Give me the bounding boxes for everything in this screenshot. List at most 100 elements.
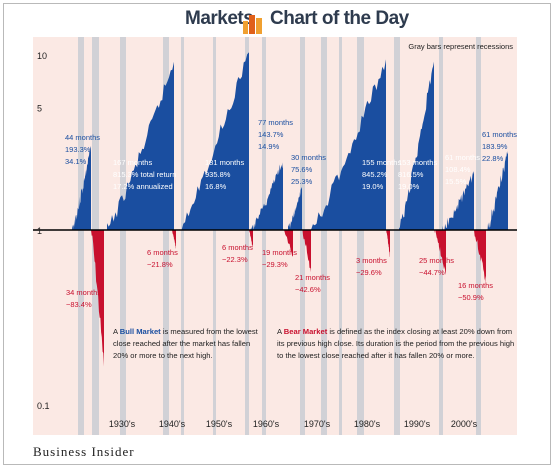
bear-market-label: 25 months [419,256,454,265]
definition-line: 20% or more to the next high. [113,351,213,360]
bar-chart-logo-icon [243,12,263,34]
bear-market-label: −21.8% [147,260,173,269]
bear-market-label: −42.6% [295,285,321,294]
definition-line: A Bull Market is measured from the lowes… [113,327,259,336]
bear-market-area [386,230,390,257]
y-tick-label: 1 [37,226,42,236]
bull-market-label: 816.5% [398,170,424,179]
recession-bar [78,37,84,435]
bear-market-label: −44.7% [419,268,445,277]
bull-market-label: 155 months [362,158,401,167]
recession-bar [163,37,169,435]
recession-bar [245,37,249,435]
x-decade-label: 1960's [253,419,280,429]
bull-market-label: 181 months [205,158,244,167]
bull-market-area [178,52,249,230]
y-tick-label: 0.1 [37,401,50,411]
bear-market-area [283,230,293,257]
x-decade-label: 1980's [354,419,381,429]
bull-market-area [72,146,91,230]
header-title-chart-of-day: Chart of the Day [270,8,409,29]
bull-market-label: 15.5% [445,177,467,186]
bull-market-label: 16.8% [205,182,227,191]
bull-market-label: 19.0% [362,182,384,191]
bull-market-label: 22.8% [482,154,504,163]
bear-market-label: −50.9% [458,293,484,302]
recession-bar [262,37,266,435]
recession-bar [120,37,126,435]
y-axis-ticks: 10 5 1 0.1 [37,51,50,411]
x-decade-label: 1990's [404,419,431,429]
recession-note: Gray bars represent recessions [408,42,513,51]
bull-market-label: 30 months [291,153,326,162]
bull-market-label: 61 months [445,153,480,162]
recession-bar [181,37,184,435]
bull-market-label: 183.9% [482,142,508,151]
bull-market-label: 193.3% [65,145,91,154]
bull-market-area [442,171,474,230]
bull-market-label: 44 months [65,133,100,142]
bear-market-label: 6 months [222,243,253,252]
recession-bar [357,37,364,435]
bull-market-area [288,187,302,230]
brand-footer: Business Insider [33,444,135,459]
bear-market-area [172,230,176,249]
bull-market-label: 167 months [113,158,152,167]
bull-market-area [311,59,386,230]
bull-market-area [250,162,283,230]
bull-market-area [487,150,508,230]
bull-market-label: 25.3% [291,177,313,186]
bear-market-area [91,230,104,367]
definition-line: to the lowest close reached after it has… [277,351,475,360]
x-decade-label: 2000's [451,419,478,429]
bear-market-label: 34 months [66,288,101,297]
y-tick-label: 5 [37,104,42,114]
bear-market-label: 19 months [262,248,297,257]
bull-market-label: 153 months [398,158,437,167]
bull-market-label: 14.9% [258,142,280,151]
bear-market-area [249,230,253,250]
bull-market-label: 75.6% [291,165,313,174]
bull-market-area [107,61,174,231]
bull-market-label: 845.2% [362,170,388,179]
bear-market-area [434,230,446,275]
chart-background [33,37,517,435]
bull-market-label: 815.3% total return [113,170,176,179]
bear-market-area [302,230,311,273]
bull-market-label: 77 months [258,118,293,127]
header-title-markets: Markets [185,8,254,29]
bear-market-label: −22.3% [222,255,248,264]
bull-market-label: 17.2% annualized [113,182,173,191]
bull-market-area [399,61,434,230]
recession-bar [339,37,342,435]
period-labels: 44 months 193.3% 34.1% 167 months 815.3% tot… [65,118,517,309]
chart-header: Markets Chart of the Day [0,6,556,36]
bull-market-label: 61 months [482,130,517,139]
x-axis-decades: 1930's 1940's 1950's 1960's 1970's 1980's 1990… [109,419,478,429]
bear-market-label: 3 months [356,256,387,265]
recession-bar [394,37,400,435]
y-tick-label: 10 [37,51,47,61]
x-decade-label: 1970's [304,419,331,429]
recession-bar [213,37,216,435]
bull-market-label: 34.1% [65,157,87,166]
market-series [72,52,508,367]
bull-market-label: 143.7% [258,130,284,139]
bear-market-label: −29.3% [262,260,288,269]
definitions: A Bull Market is measured from the lowes… [113,327,514,360]
bear-market-area [474,230,486,285]
x-decade-label: 1940's [159,419,186,429]
x-decade-label: 1930's [109,419,136,429]
bull-market-label: 108.4% [445,165,471,174]
bear-market-label: −29.6% [356,268,382,277]
recession-bar [321,37,327,435]
bear-market-label: 21 months [295,273,330,282]
bull-market-label: 935.8% [205,170,231,179]
definition-line: close reached after the market has falle… [113,339,250,348]
bull-market-label: 19.0% [398,182,420,191]
bear-market-label: 6 months [147,248,178,257]
x-decade-label: 1950's [206,419,233,429]
definition-line: its previous high close. Its duration is… [277,339,514,348]
bear-market-label: −83.4% [66,300,92,309]
